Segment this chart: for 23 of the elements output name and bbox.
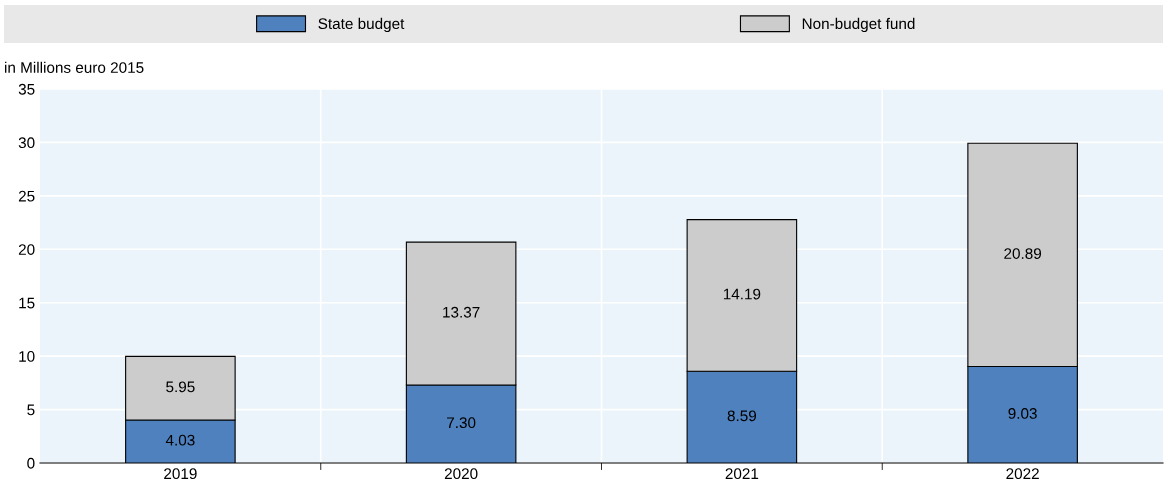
y-tick-label: 10 [19,351,35,362]
y-tick-label: 5 [27,404,35,416]
x-tick-label: 2021 [725,468,759,480]
y-axis-title: in Millions euro 2015 [5,61,144,73]
y-tick-label: 15 [19,297,35,309]
x-tick-label: 2019 [164,468,197,480]
data-label: 14.19 [723,288,761,300]
y-tick-label: 35 [18,83,35,95]
y-tick-label: 25 [18,190,35,202]
legend-label: Non-budget fund [802,17,915,33]
data-label: 7.30 [447,417,476,429]
y-tick-label: 20 [18,244,35,255]
data-label: 8.59 [727,410,757,422]
legend-label: State budget [318,17,405,33]
data-label: 9.03 [1008,408,1037,419]
data-label: 13.37 [443,306,480,318]
data-label: 4.03 [165,434,195,446]
x-tick-label: 2020 [444,468,478,480]
x-tick-label: 2022 [1006,468,1039,480]
y-tick-label: 0 [27,457,35,469]
y-tick-label: 30 [18,137,35,149]
data-label: 5.95 [166,381,195,393]
data-label: 20.89 [1004,248,1042,259]
